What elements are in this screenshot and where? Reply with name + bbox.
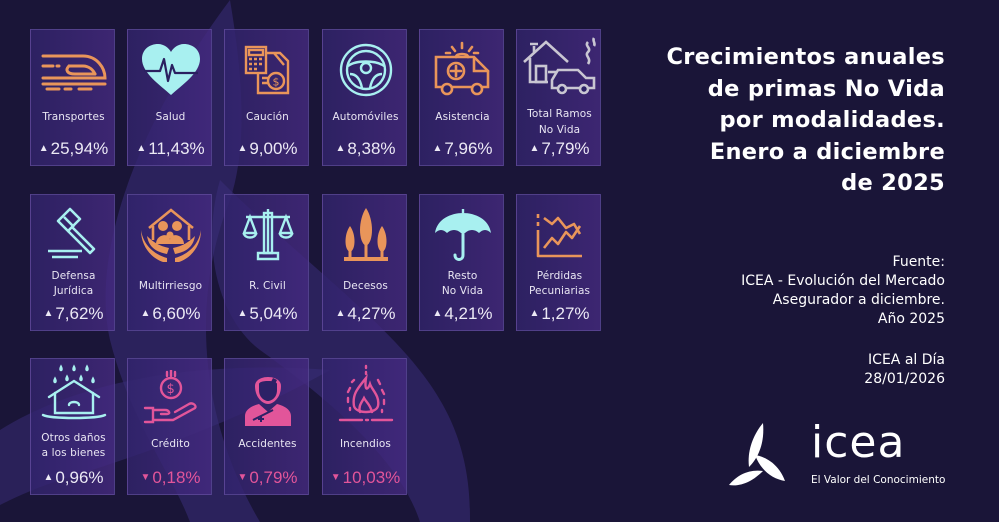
hand-coin-icon: $	[128, 367, 213, 431]
icea-logo: icea El Valor del Conocimiento	[727, 417, 967, 496]
up-arrow-icon: ▲	[432, 308, 443, 319]
card-value: ▼ 10,03%	[330, 468, 401, 487]
card-otros-danos-bienes: Otros daños a los bienes ▲ 0,96%	[30, 358, 115, 495]
card-label: R. Civil	[249, 280, 286, 292]
house-car-smoke-icon	[517, 34, 602, 98]
card-value: ▲ 1,27%	[529, 304, 590, 323]
down-arrow-icon: ▼	[237, 472, 248, 483]
up-arrow-icon: ▲	[43, 472, 54, 483]
card-label: Caución	[246, 111, 289, 123]
card-label: Otros daños a los bienes	[41, 432, 106, 459]
card-automoviles: Automóviles ▲ 8,38%	[322, 29, 407, 166]
svg-text:$: $	[272, 76, 279, 89]
card-value: ▲ 7,79%	[529, 139, 590, 158]
card-label: Automóviles	[332, 111, 399, 123]
card-asistencia: Asistencia ▲ 7,96%	[419, 29, 504, 166]
up-arrow-icon: ▲	[38, 143, 49, 154]
card-label: Incendios	[339, 438, 392, 450]
card-incendios: Incendios ▼ 10,03%	[322, 358, 407, 495]
card-salud: Salud ▲ 11,43%	[127, 29, 212, 166]
icea-petals-icon	[729, 423, 785, 486]
gavel-icon	[31, 203, 116, 267]
card-value: ▲ 7,62%	[43, 304, 104, 323]
card-label: Transportes	[42, 111, 105, 123]
publication-date: ICEA al Día 28/01/2026	[864, 352, 945, 387]
card-label: Total Ramos No Vida	[527, 108, 592, 136]
up-arrow-icon: ▲	[335, 143, 346, 154]
card-decesos: Decesos ▲ 4,27%	[322, 194, 407, 331]
card-value: ▲ 9,00%	[237, 139, 298, 158]
up-arrow-icon: ▲	[237, 308, 248, 319]
card-value: ▲ 25,94%	[38, 139, 109, 158]
card-value: ▲ 4,21%	[432, 304, 493, 323]
train-icon	[31, 38, 116, 102]
card-value: ▼ 0,18%	[140, 468, 201, 487]
card-defensa-juridica: Defensa Jurídica ▲ 7,62%	[30, 194, 115, 331]
card-total-ramos-no-vida: Total Ramos No Vida ▲ 7,79%	[516, 29, 601, 166]
card-label: Decesos	[343, 280, 388, 292]
calculator-document-dollar-icon: $	[225, 38, 310, 102]
card-multirriesgo: Multirriesgo ▲ 6,60%	[127, 194, 212, 331]
card-label: Salud	[155, 111, 186, 123]
svg-text:$: $	[166, 382, 174, 397]
logo-tagline: El Valor del Conocimiento	[811, 474, 946, 486]
card-perdidas-pecuniarias: Pérdidas Pecuniarias ▲ 1,27%	[516, 194, 601, 331]
card-caucion: $ Caución ▲ 9,00%	[224, 29, 309, 166]
injured-person-icon	[225, 367, 310, 431]
card-value: ▲ 4,27%	[335, 304, 396, 323]
up-arrow-icon: ▲	[529, 143, 540, 154]
card-transportes: Transportes ▲ 25,94%	[30, 29, 115, 166]
ambulance-icon	[420, 38, 505, 102]
card-resto-no-vida: Resto No Vida ▲ 4,21%	[419, 194, 504, 331]
up-arrow-icon: ▲	[237, 143, 248, 154]
loss-chart-icon	[517, 203, 602, 267]
family-home-hands-icon	[128, 203, 213, 267]
down-arrow-icon: ▼	[140, 472, 151, 483]
heart-pulse-icon	[128, 38, 213, 102]
card-value: ▲ 11,43%	[136, 139, 205, 158]
card-label: Crédito	[151, 438, 190, 450]
card-credito: $ Crédito ▼ 0,18%	[127, 358, 212, 495]
card-label: Multirriesgo	[138, 280, 203, 292]
card-value: ▲ 0,96%	[43, 468, 104, 487]
cypress-trees-icon	[323, 203, 408, 267]
card-label: Pérdidas Pecuniarias	[528, 270, 591, 297]
card-value: ▼ 0,79%	[237, 468, 298, 487]
card-value: ▲ 6,60%	[140, 304, 201, 323]
card-label: Asistencia	[435, 111, 490, 123]
up-arrow-icon: ▲	[432, 143, 443, 154]
card-value: ▲ 5,04%	[237, 304, 298, 323]
up-arrow-icon: ▲	[529, 308, 540, 319]
steering-wheel-icon	[323, 38, 408, 102]
card-r-civil: R. Civil ▲ 5,04%	[224, 194, 309, 331]
up-arrow-icon: ▲	[136, 143, 147, 154]
card-label: Accidentes	[238, 438, 297, 450]
scales-icon	[225, 203, 310, 267]
house-rain-flood-icon	[31, 361, 116, 425]
fire-icon	[323, 363, 408, 427]
logo-wordmark: icea	[811, 417, 906, 468]
page-title: Crecimientos anuales de primas No Vida p…	[666, 44, 945, 196]
card-label: Resto No Vida	[441, 270, 484, 297]
card-value: ▲ 7,96%	[432, 139, 493, 158]
up-arrow-icon: ▲	[335, 308, 346, 319]
card-label: Defensa Jurídica	[51, 270, 96, 297]
up-arrow-icon: ▲	[43, 308, 54, 319]
umbrella-icon	[420, 203, 505, 267]
card-accidentes: Accidentes ▼ 0,79%	[224, 358, 309, 495]
source-note: Fuente: ICEA - Evolución del Mercado Ase…	[741, 254, 945, 327]
down-arrow-icon: ▼	[330, 472, 341, 483]
up-arrow-icon: ▲	[140, 308, 151, 319]
modalities-grid: Transportes ▲ 25,94% Salud ▲ 11,43% $	[30, 29, 601, 495]
card-value: ▲ 8,38%	[335, 139, 396, 158]
